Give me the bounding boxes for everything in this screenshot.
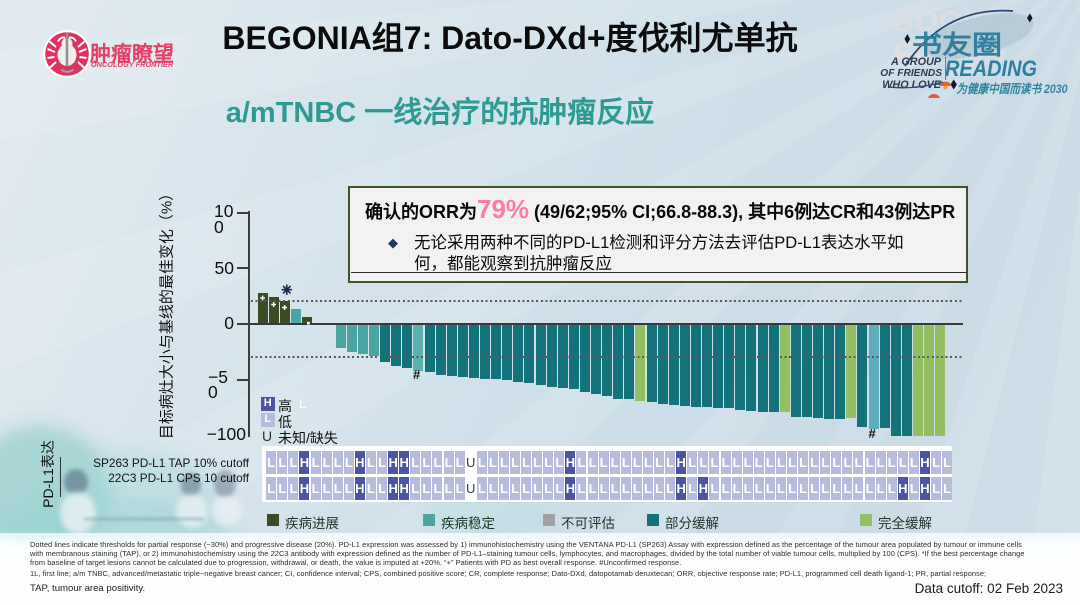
svg-text:OF FRIENDS: OF FRIENDS [880, 68, 942, 79]
svg-text:A GROUP: A GROUP [890, 56, 942, 68]
svg-text:READING: READING [945, 56, 1037, 81]
svg-text:书友圈: 书友圈 [912, 30, 1002, 60]
svg-text:为健康中国而读书 2030: 为健康中国而读书 2030 [957, 82, 1068, 96]
